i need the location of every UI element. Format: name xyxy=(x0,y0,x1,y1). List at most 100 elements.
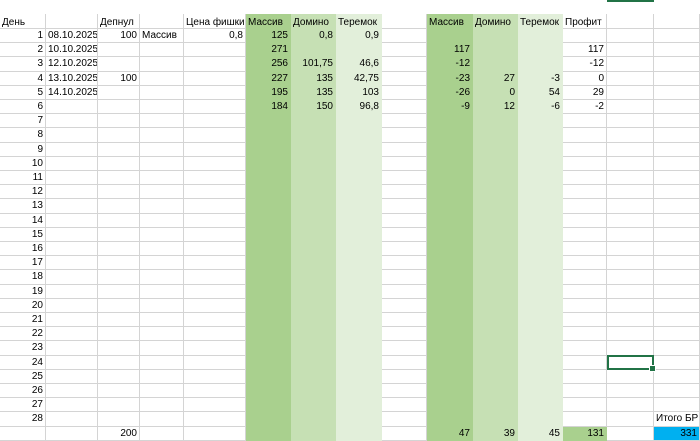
header-cell-t2[interactable]: Теремок xyxy=(518,14,563,29)
cell-x1[interactable] xyxy=(607,256,654,271)
cell-m[interactable] xyxy=(246,227,291,242)
cell-d2[interactable] xyxy=(473,313,518,328)
cell-m2[interactable] xyxy=(427,114,473,129)
cell-d2[interactable] xyxy=(473,355,518,370)
cell-d2[interactable] xyxy=(473,199,518,214)
cell-t[interactable] xyxy=(336,412,382,427)
cell-d[interactable] xyxy=(291,355,336,370)
cell-dep[interactable] xyxy=(98,142,140,157)
cell-t[interactable] xyxy=(336,298,382,313)
cell-gap[interactable] xyxy=(382,341,427,356)
cell-name[interactable] xyxy=(140,227,184,242)
cell-d[interactable] xyxy=(291,199,336,214)
cell-dep[interactable] xyxy=(98,43,140,58)
cell-t2[interactable] xyxy=(518,213,563,228)
cell-dep[interactable] xyxy=(98,199,140,214)
cell-date[interactable] xyxy=(46,256,98,271)
cell-date[interactable] xyxy=(46,142,98,157)
cell-d2[interactable] xyxy=(473,57,518,72)
cell-p[interactable] xyxy=(563,128,607,143)
cell-x1[interactable] xyxy=(607,128,654,143)
cell-x1[interactable] xyxy=(607,369,654,384)
cell-m2[interactable]: -12 xyxy=(427,57,473,72)
cell-dep[interactable] xyxy=(98,57,140,72)
cell-x1[interactable] xyxy=(607,213,654,228)
cell-m[interactable]: 256 xyxy=(246,57,291,72)
cell-x1[interactable] xyxy=(607,242,654,257)
cell-dep[interactable] xyxy=(98,242,140,257)
cell-d[interactable] xyxy=(291,114,336,129)
cell-price[interactable] xyxy=(184,284,246,299)
cell-d2[interactable] xyxy=(473,242,518,257)
cell-m2[interactable] xyxy=(427,313,473,328)
cell-price[interactable] xyxy=(184,128,246,143)
cell-m[interactable] xyxy=(246,114,291,129)
cell-x1[interactable] xyxy=(607,270,654,285)
cell-d[interactable] xyxy=(291,284,336,299)
cell-date[interactable]: 13.10.2025. xyxy=(46,71,98,86)
cell-p[interactable]: -2 xyxy=(563,100,607,115)
cell-date[interactable] xyxy=(46,327,98,342)
cell-n[interactable]: 23 xyxy=(0,341,46,356)
cell-t[interactable]: 103 xyxy=(336,85,382,100)
cell-m[interactable] xyxy=(246,369,291,384)
cell-dep[interactable] xyxy=(98,114,140,129)
cell-m2[interactable] xyxy=(427,284,473,299)
cell-n[interactable]: 1 xyxy=(0,29,46,44)
cell-m[interactable] xyxy=(246,199,291,214)
cell-m2[interactable] xyxy=(427,142,473,157)
cell-date[interactable] xyxy=(46,114,98,129)
cell-t[interactable]: 42,75 xyxy=(336,71,382,86)
total-cell-x1[interactable] xyxy=(607,426,654,441)
cell-m[interactable] xyxy=(246,242,291,257)
cell-m2[interactable] xyxy=(427,213,473,228)
cell-p[interactable]: 0 xyxy=(563,71,607,86)
cell-date[interactable]: 08.10.2025. xyxy=(46,29,98,44)
cell-d2[interactable] xyxy=(473,256,518,271)
cell-gap[interactable] xyxy=(382,213,427,228)
cell-price[interactable] xyxy=(184,171,246,186)
cell-d[interactable] xyxy=(291,341,336,356)
cell-x2[interactable] xyxy=(654,185,700,200)
cell-gap[interactable] xyxy=(382,227,427,242)
cell-m[interactable] xyxy=(246,270,291,285)
cell-n[interactable]: 4 xyxy=(0,71,46,86)
cell-m2[interactable] xyxy=(427,29,473,44)
cell-d2[interactable]: 27 xyxy=(473,71,518,86)
cell-price[interactable] xyxy=(184,142,246,157)
header-cell-x1[interactable] xyxy=(607,14,654,29)
cell-gap[interactable] xyxy=(382,185,427,200)
cell-dep[interactable] xyxy=(98,412,140,427)
total-cell-p[interactable]: 131 xyxy=(563,426,607,441)
cell-x2[interactable] xyxy=(654,398,700,413)
cell-name[interactable] xyxy=(140,43,184,58)
cell-dep[interactable] xyxy=(98,185,140,200)
cell-dep[interactable] xyxy=(98,85,140,100)
total-cell-m[interactable] xyxy=(246,426,291,441)
header-cell-n[interactable]: День xyxy=(0,14,46,29)
cell-dep[interactable] xyxy=(98,313,140,328)
cell-date[interactable]: 10.10.2025. xyxy=(46,43,98,58)
cell-date[interactable] xyxy=(46,171,98,186)
cell-t[interactable] xyxy=(336,341,382,356)
cell-m[interactable]: 227 xyxy=(246,71,291,86)
cell-date[interactable] xyxy=(46,199,98,214)
cell-m[interactable] xyxy=(246,213,291,228)
cell-m2[interactable] xyxy=(427,298,473,313)
cell-dep[interactable] xyxy=(98,128,140,143)
cell-d[interactable] xyxy=(291,242,336,257)
cell-t2[interactable]: -3 xyxy=(518,71,563,86)
cell-p[interactable] xyxy=(563,412,607,427)
cell-t[interactable] xyxy=(336,185,382,200)
cell-name[interactable] xyxy=(140,213,184,228)
cell-p[interactable]: 29 xyxy=(563,85,607,100)
cell-dep[interactable] xyxy=(98,284,140,299)
cell-n[interactable]: 13 xyxy=(0,199,46,214)
cell-gap[interactable] xyxy=(382,199,427,214)
cell-m[interactable] xyxy=(246,128,291,143)
cell-d[interactable]: 150 xyxy=(291,100,336,115)
cell-name[interactable]: Массив xyxy=(140,29,184,44)
cell-x2[interactable] xyxy=(654,384,700,399)
header-cell-price[interactable]: Цена фишки xyxy=(184,14,246,29)
cell-t2[interactable] xyxy=(518,313,563,328)
